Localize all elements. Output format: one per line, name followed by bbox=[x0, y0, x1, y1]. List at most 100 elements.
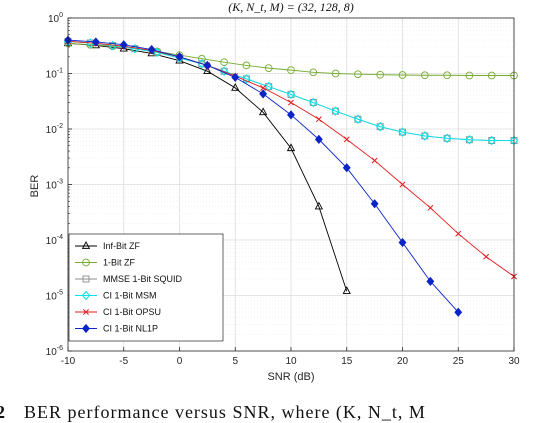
y-tick-label: 10-5 bbox=[46, 290, 63, 303]
legend-entry: Inf-Bit ZF bbox=[75, 241, 141, 251]
data-point bbox=[487, 135, 496, 146]
data-point bbox=[231, 72, 240, 83]
y-tick-label: 10-3 bbox=[46, 179, 63, 192]
legend-entry: CI 1-Bit OPSU bbox=[75, 307, 161, 317]
y-tick-base: 10 bbox=[46, 292, 58, 303]
data-point bbox=[258, 107, 268, 116]
data-point bbox=[420, 131, 429, 141]
data-point bbox=[288, 99, 294, 106]
y-tick-exponent: -4 bbox=[57, 234, 63, 241]
y-tick-label: 10-1 bbox=[46, 68, 63, 81]
x-tick-label: 10 bbox=[285, 356, 297, 367]
y-tick-base: 10 bbox=[46, 181, 58, 192]
caption-text: BER performance versus SNR, where (K, N_… bbox=[24, 402, 426, 422]
data-point bbox=[354, 70, 362, 79]
data-point bbox=[260, 84, 267, 91]
data-point bbox=[264, 64, 273, 72]
data-point bbox=[427, 204, 434, 211]
data-point bbox=[398, 237, 407, 248]
data-point bbox=[426, 276, 435, 286]
data-point bbox=[465, 134, 474, 145]
figure-number: 2 bbox=[0, 402, 6, 422]
x-axis-label: SNR (dB) bbox=[267, 371, 314, 383]
x-tick-label: 0 bbox=[177, 356, 183, 367]
data-point bbox=[454, 307, 463, 317]
data-point bbox=[287, 66, 295, 74]
data-point bbox=[353, 114, 362, 124]
data-point bbox=[331, 106, 340, 116]
legend-label: CI 1-Bit NL1P bbox=[103, 324, 158, 334]
data-point bbox=[483, 253, 490, 260]
data-point bbox=[119, 40, 128, 50]
data-point bbox=[286, 143, 296, 152]
data-point bbox=[147, 44, 156, 55]
data-point bbox=[197, 54, 206, 63]
data-point bbox=[342, 286, 351, 294]
data-point bbox=[81, 241, 91, 249]
data-point bbox=[465, 71, 474, 80]
data-point bbox=[197, 58, 206, 69]
data-point bbox=[398, 127, 407, 137]
series-lines bbox=[63, 35, 519, 317]
y-tick-base: 10 bbox=[46, 70, 58, 81]
data-point bbox=[371, 157, 378, 164]
y-tick-base: 10 bbox=[46, 125, 58, 136]
axis-ticks: -10 -5 0 5 10 15 20 25 3010-610-510-410-310-210-… bbox=[46, 12, 520, 367]
data-point bbox=[455, 230, 462, 237]
y-tick-label: 100 bbox=[48, 12, 63, 25]
legend-box bbox=[68, 233, 224, 342]
data-point bbox=[203, 66, 212, 75]
series bbox=[63, 36, 519, 146]
data-point bbox=[242, 61, 251, 70]
data-point bbox=[376, 121, 385, 132]
data-point bbox=[81, 290, 91, 301]
legend: Inf-Bit ZF 1-Bit ZF MMSE 1-Bit SQUID CI 1-B… bbox=[68, 233, 224, 342]
legend-entry: 1-Bit ZF bbox=[75, 258, 136, 268]
data-point bbox=[82, 275, 90, 283]
y-tick-label: 10-6 bbox=[46, 345, 63, 358]
data-point bbox=[287, 110, 295, 120]
data-point bbox=[331, 69, 340, 78]
data-point bbox=[370, 199, 379, 209]
data-point bbox=[83, 309, 89, 315]
y-tick-label: 10-4 bbox=[46, 234, 63, 247]
data-point bbox=[420, 71, 429, 80]
figure-caption: 2 BER performance versus SNR, where (K, N… bbox=[0, 402, 554, 423]
data-point bbox=[82, 258, 90, 267]
data-point bbox=[314, 201, 324, 210]
data-point bbox=[315, 116, 322, 123]
chart-title: (K, N_t, M) = (32, 128, 8) bbox=[228, 0, 353, 14]
data-point bbox=[242, 74, 251, 84]
data-point bbox=[399, 181, 406, 188]
legend-label: CI 1-Bit OPSU bbox=[103, 307, 161, 317]
data-point bbox=[175, 52, 184, 62]
y-tick-base: 10 bbox=[46, 236, 58, 247]
x-tick-label: 30 bbox=[508, 356, 520, 367]
series-line bbox=[67, 40, 514, 141]
data-point bbox=[231, 82, 240, 91]
data-point bbox=[220, 66, 229, 76]
legend-entry: CI 1-Bit MSM bbox=[75, 291, 157, 301]
legend-label: 1-Bit ZF bbox=[103, 258, 136, 268]
x-tick-label: 20 bbox=[397, 356, 409, 367]
legend-entry: CI 1-Bit NL1P bbox=[75, 324, 158, 334]
y-tick-exponent: 0 bbox=[59, 12, 63, 19]
data-point bbox=[309, 97, 318, 108]
data-point bbox=[376, 70, 385, 79]
y-tick-exponent: -5 bbox=[57, 290, 63, 297]
y-tick-base: 10 bbox=[48, 14, 60, 25]
data-point bbox=[220, 58, 228, 67]
data-point bbox=[398, 71, 407, 79]
y-tick-exponent: -2 bbox=[57, 123, 63, 130]
legend-label: CI 1-Bit MSM bbox=[103, 291, 157, 301]
y-tick-exponent: -1 bbox=[57, 68, 63, 75]
data-point bbox=[286, 89, 296, 100]
data-point bbox=[203, 60, 212, 71]
x-tick-label: 5 bbox=[232, 356, 238, 367]
data-point bbox=[342, 163, 351, 173]
data-point bbox=[82, 323, 90, 334]
data-point bbox=[443, 133, 452, 144]
legend-label: Inf-Bit ZF bbox=[103, 241, 141, 251]
y-axis-label: BER bbox=[29, 175, 41, 198]
